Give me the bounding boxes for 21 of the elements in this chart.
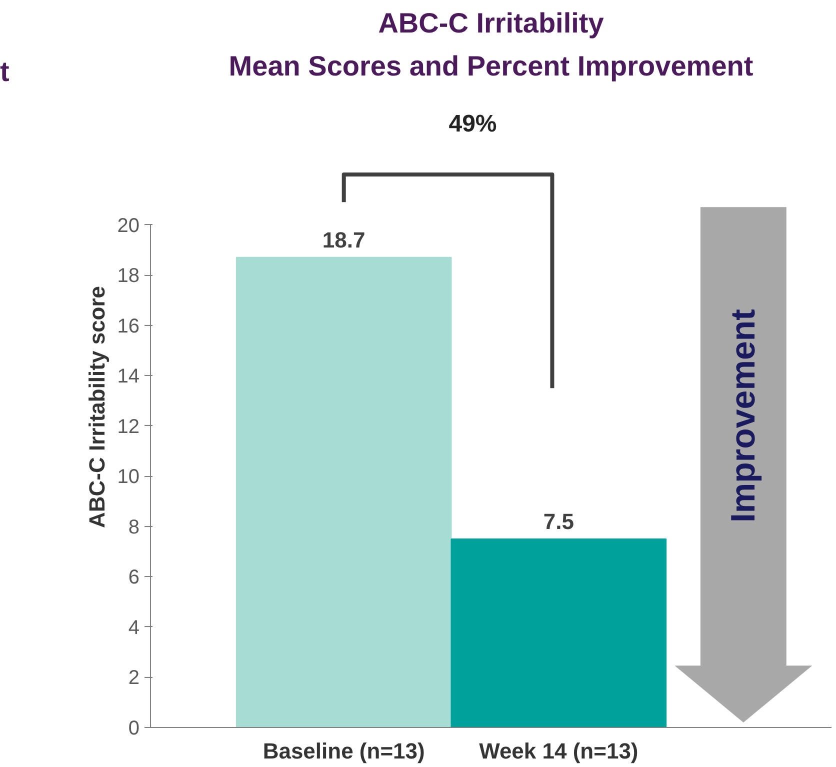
chart-title: ABC-C Irritability [378,8,604,38]
chart-subtitle: Mean Scores and Percent Improvement [228,50,754,82]
annotation: Improvement [724,309,762,523]
data-label: 7.5 [543,508,574,534]
y-tick-label: 20 [117,214,140,237]
y-tick-label: 0 [128,718,140,740]
y-tick-label: 10 [117,466,140,488]
y-tick-label: 18 [117,265,140,288]
y-tick-label: 16 [117,315,140,338]
y-tick-label: 2 [128,667,140,690]
y-tick-label: 4 [128,616,140,639]
y-axis-title: ABC-C Irritability score [84,286,110,528]
y-tick-label: 12 [117,416,140,438]
x-tick-label: Week 14 (n=13) [479,738,638,764]
data-label: 18.7 [322,227,366,252]
y-tick-label: 14 [117,366,140,388]
text: 49% [448,110,497,138]
y-tick-label: 6 [128,566,140,589]
x-tick-label: Baseline (n=13) [262,738,425,764]
text: t [0,55,10,89]
y-tick-label: 8 [128,516,140,538]
